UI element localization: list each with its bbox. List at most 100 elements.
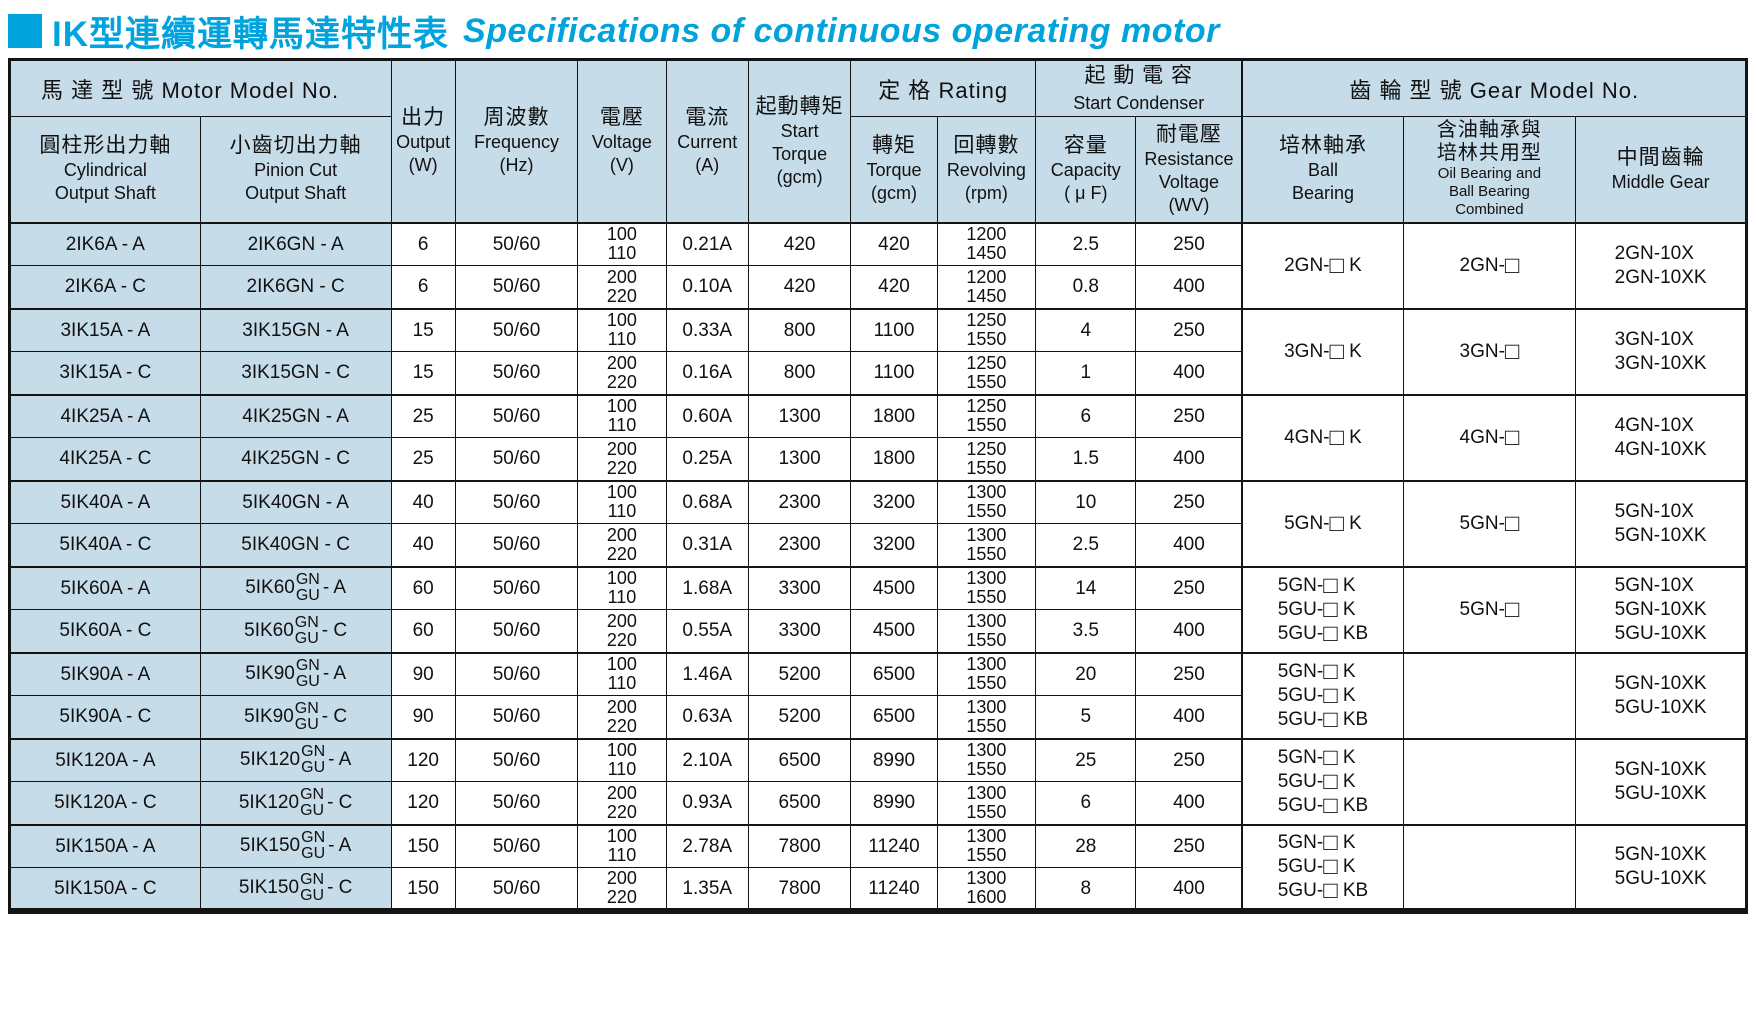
- cell-frequency: 50/60: [454, 781, 579, 825]
- table-row: 2IK6A - C 2IK6GN - C 6 50/60 200 220 0.10A 420 4…: [9, 265, 1747, 309]
- cell-output: 120: [390, 737, 456, 782]
- blank-box-icon: □: [1323, 852, 1338, 880]
- cell-output: 60: [390, 565, 456, 610]
- cell-resistance-voltage: 400: [1135, 867, 1243, 912]
- blank-box-icon: □: [1323, 595, 1338, 623]
- cell-ball-bearing-gear: 3GN-□ K: [1241, 307, 1404, 395]
- cell-current: 1.46A: [665, 651, 749, 696]
- cell-revolving: 1300 1600: [936, 867, 1037, 912]
- cell-middle-gear: 4GN-10X 4GN-10XK: [1575, 393, 1747, 481]
- table-row: 4IK25A - C 4IK25GN - C 25 50/60 200 220 0.25A 1…: [9, 437, 1747, 481]
- cell-frequency: 50/60: [454, 307, 579, 352]
- cell-capacity: 10: [1035, 479, 1137, 524]
- cell-current: 0.55A: [665, 609, 749, 653]
- table-row: 5IK60A - A 5IK60 GN GU - A 60 50/60 100 110 1.68A…: [9, 565, 1747, 653]
- cell-cylindrical-model: 5IK90A - A: [9, 651, 201, 696]
- cell-start-torque: 420: [747, 265, 852, 309]
- cell-resistance-voltage: 400: [1135, 523, 1243, 567]
- cell-revolving: 1300 1550: [936, 695, 1037, 739]
- cell-voltage: 200 220: [577, 437, 667, 481]
- gn-gu-stack: GN GU: [295, 657, 320, 691]
- table-row: 5IK150A - A 5IK150 GN GU - A 150 50/60 100 110 2.…: [9, 823, 1747, 912]
- cell-pinion-model: 5IK150 GN GU - C: [199, 867, 392, 912]
- header-pinion-shaft: 小齒切出力軸 Pinion Cut Output Shaft: [199, 116, 392, 223]
- cell-cylindrical-model: 4IK25A - A: [9, 393, 201, 438]
- cell-output: 60: [390, 609, 456, 653]
- cell-output: 40: [390, 523, 456, 567]
- cell-ball-bearing-gear: 5GN-□ K 5GU-□ K 5GU-□ KB: [1241, 651, 1404, 739]
- table-row: 5IK150A - C 5IK150 GN GU - C 150 50/60 200 220 1.…: [9, 867, 1747, 912]
- cell-oil-bearing-gear: 5GN-□: [1402, 565, 1577, 653]
- cell-cylindrical-model: 5IK120A - C: [9, 781, 201, 825]
- cell-ball-bearing-gear: 4GN-□ K: [1241, 393, 1404, 481]
- cell-start-torque: 6500: [747, 737, 852, 782]
- cell-current: 0.25A: [665, 437, 749, 481]
- header-frequency: 周波數 Frequency (Hz): [454, 59, 579, 223]
- header-output: 出力 Output (W): [390, 59, 456, 223]
- header-ball-bearing: 培林軸承 Ball Bearing: [1241, 116, 1404, 223]
- table-row: 5IK40A - A 5IK40GN - A 40 50/60 100 110 0.68A 2…: [9, 479, 1747, 567]
- cell-pinion-model: 5IK120 GN GU - C: [199, 781, 392, 825]
- cell-output: 150: [390, 823, 456, 868]
- cell-revolving: 1300 1550: [936, 823, 1037, 868]
- gn-gu-stack: GN GU: [294, 699, 319, 733]
- table-row: 5IK90A - C 5IK90 GN GU - C 90 50/60 200 220 0.63A…: [9, 695, 1747, 739]
- cell-pinion-model: 5IK60 GN GU - A: [199, 565, 392, 610]
- cell-current: 0.21A: [665, 221, 749, 266]
- cell-middle-gear: 2GN-10X 2GN-10XK: [1575, 221, 1747, 309]
- header-rating-group: 定 格 Rating: [850, 59, 1037, 117]
- cell-voltage: 200 220: [577, 351, 667, 395]
- gn-gu-stack: GN GU: [300, 785, 325, 819]
- gn-gu-stack: GN GU: [295, 571, 320, 605]
- cell-frequency: 50/60: [454, 351, 579, 395]
- cell-capacity: 1.5: [1035, 437, 1137, 481]
- gn-gu-stack: GN GU: [300, 871, 325, 904]
- cell-resistance-voltage: 250: [1135, 737, 1243, 782]
- table-row: 5IK60A - C 5IK60 GN GU - C 60 50/60 200 220 0.55A…: [9, 609, 1747, 653]
- cell-revolving: 1250 1550: [936, 351, 1037, 395]
- cell-middle-gear: 5GN-10X 5GN-10XK: [1575, 479, 1747, 567]
- cell-torque: 6500: [850, 695, 938, 739]
- header-motor-model: 馬 達 型 號 Motor Model No.: [9, 59, 392, 117]
- table-row: 5IK120A - A 5IK120 GN GU - A 120 50/60 100 110 2.…: [9, 737, 1747, 825]
- cell-current: 0.31A: [665, 523, 749, 567]
- blank-box-icon: □: [1323, 828, 1338, 856]
- cell-cylindrical-model: 3IK15A - C: [9, 351, 201, 395]
- cell-start-torque: 5200: [747, 651, 852, 696]
- cell-revolving: 1200 1450: [936, 265, 1037, 309]
- table-row: 5IK90A - A 5IK90 GN GU - A 90 50/60 100 110 1.46A…: [9, 651, 1747, 739]
- cell-resistance-voltage: 400: [1135, 265, 1243, 309]
- cell-voltage: 200 220: [577, 523, 667, 567]
- cell-capacity: 2.5: [1035, 221, 1137, 266]
- cell-ball-bearing-gear: 2GN-□ K: [1241, 221, 1404, 309]
- cell-oil-bearing-gear: [1402, 823, 1577, 912]
- cell-current: 0.60A: [665, 393, 749, 438]
- cell-cylindrical-model: 5IK120A - A: [9, 737, 201, 782]
- table-row: 2IK6A - A 2IK6GN - A 6 50/60 100 110 0.21A 420 4…: [9, 221, 1747, 309]
- header-start-torque: 起動轉矩 Start Torque (gcm): [747, 59, 852, 223]
- cell-capacity: 6: [1035, 393, 1137, 438]
- cell-capacity: 6: [1035, 781, 1137, 825]
- table-row: 3IK15A - C 3IK15GN - C 15 50/60 200 220 0.16A 8…: [9, 351, 1747, 395]
- cell-current: 0.63A: [665, 695, 749, 739]
- cell-output: 150: [390, 867, 456, 912]
- cell-voltage: 100 110: [577, 479, 667, 524]
- cell-torque: 3200: [850, 523, 938, 567]
- cell-current: 0.68A: [665, 479, 749, 524]
- page-title: IK型連續運轉馬達特性表 Specifications of continuou…: [8, 6, 1749, 56]
- header-capacity: 容量 Capacity( μ F): [1035, 116, 1137, 223]
- cell-current: 1.35A: [665, 867, 749, 912]
- cell-resistance-voltage: 250: [1135, 221, 1243, 266]
- blank-box-icon: □: [1323, 743, 1338, 771]
- cell-torque: 8990: [850, 737, 938, 782]
- cell-voltage: 200 220: [577, 265, 667, 309]
- cell-frequency: 50/60: [454, 867, 579, 912]
- cell-frequency: 50/60: [454, 737, 579, 782]
- cell-resistance-voltage: 250: [1135, 823, 1243, 868]
- header-torque: 轉矩 Torque (gcm): [850, 116, 938, 223]
- page-title-zh: IK型連續運轉馬達特性表: [52, 14, 450, 54]
- cell-torque: 3200: [850, 479, 938, 524]
- table-row: 3IK15A - A 3IK15GN - A 15 50/60 100 110 0.33A 8…: [9, 307, 1747, 395]
- gn-gu-stack: GN GU: [294, 613, 319, 647]
- cell-output: 90: [390, 651, 456, 696]
